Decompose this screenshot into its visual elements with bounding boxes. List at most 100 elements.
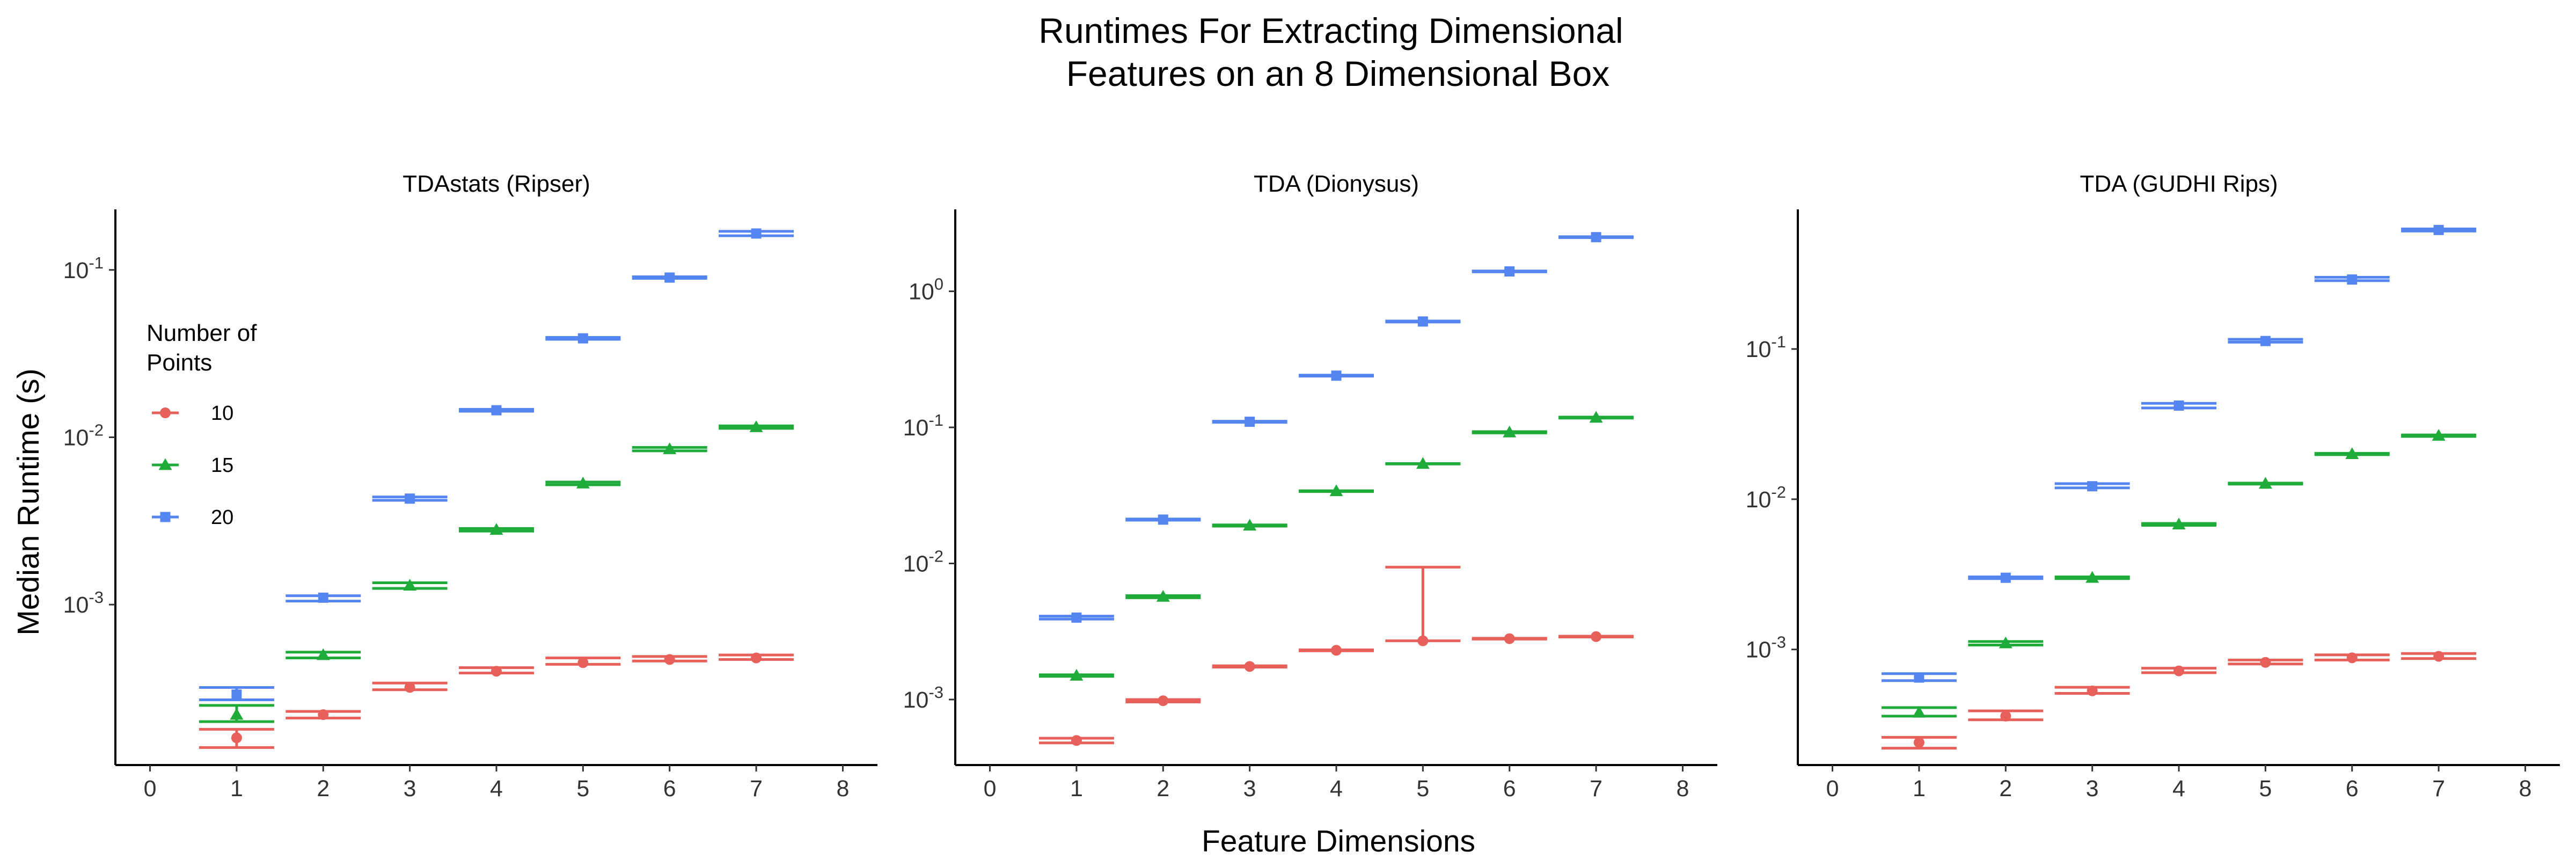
x-tick-label: 8	[2519, 776, 2531, 802]
panel-title: TDA (Dionysus)	[1254, 171, 1419, 197]
chart-title-line-1: Runtimes For Extracting Dimensional	[1038, 11, 1623, 50]
data-point	[231, 689, 242, 700]
data-point	[751, 652, 762, 664]
data-point	[318, 592, 328, 603]
data-point	[2260, 336, 2271, 346]
data-point	[1070, 668, 1084, 681]
x-tick-label: 3	[2086, 776, 2099, 802]
legend-key-marker	[160, 407, 171, 418]
panel-2: TDA (Dionysus) 0 1 2 3 4 5 6 7 8 10-3 10-2 10-1 100	[903, 171, 1717, 802]
data-point	[1071, 735, 1082, 746]
legend-label: 15	[211, 454, 233, 477]
data-point	[2258, 477, 2272, 489]
legend-item-20: 20	[152, 506, 233, 529]
data-point	[2085, 571, 2099, 583]
panel-title: TDA (GUDHI Rips)	[2080, 171, 2278, 197]
x-tick-label: 3	[404, 776, 416, 802]
panel-1: TDAstats (Ripser) 0 1 2 3 4 5 6 7 8 10-3 10-2 10-1	[63, 171, 877, 802]
data-point	[1416, 457, 1430, 469]
data-point	[1417, 635, 1429, 646]
data-point	[1503, 425, 1517, 438]
x-tick-label: 5	[576, 776, 589, 802]
data-point	[1158, 695, 1169, 707]
data-point	[2347, 274, 2358, 285]
legend-item-15: 15	[152, 454, 233, 477]
data-point	[577, 657, 589, 668]
data-point	[405, 493, 415, 504]
panel-3: TDA (GUDHI Rips) 0 1 2 3 4 5 6 7 8 10-3 10-2 10-1	[1746, 171, 2560, 802]
data-point	[404, 682, 415, 693]
x-tick-label: 5	[1416, 776, 1429, 802]
data-point	[664, 654, 675, 665]
series-20	[199, 228, 794, 701]
x-tick-label: 1	[1913, 776, 1926, 802]
data-point	[576, 476, 590, 489]
x-tick-label: 5	[2259, 776, 2272, 802]
series-10	[1038, 565, 1634, 746]
series-20	[1038, 232, 1634, 623]
data-point	[2433, 651, 2445, 662]
data-point	[1329, 484, 1343, 497]
data-point	[1504, 266, 1515, 277]
y-tick-label: 10-2	[63, 420, 104, 450]
y-tick-label: 10-3	[63, 588, 104, 618]
x-tick-label: 2	[1999, 776, 2012, 802]
x-tick-label: 8	[1676, 776, 1689, 802]
data-point	[577, 333, 588, 344]
data-point	[2433, 224, 2444, 235]
x-tick-label: 6	[2346, 776, 2359, 802]
data-point	[1591, 631, 1602, 642]
x-tick-label: 2	[1157, 776, 1169, 802]
data-point	[2000, 572, 2011, 583]
data-point	[2087, 481, 2098, 492]
data-point	[2172, 518, 2186, 530]
data-point	[231, 732, 242, 744]
y-tick-label: 10-2	[1746, 483, 1786, 513]
data-point	[1158, 514, 1168, 525]
data-point	[1243, 519, 1257, 531]
data-point	[2346, 652, 2358, 664]
data-point	[663, 442, 677, 454]
data-point	[1331, 370, 1342, 381]
data-point	[1999, 636, 2012, 649]
series-10	[199, 652, 794, 749]
data-point	[664, 272, 675, 283]
y-tick-label: 100	[909, 275, 943, 305]
y-tick-label: 10-3	[1746, 633, 1786, 663]
x-tick-label: 6	[1503, 776, 1516, 802]
data-point	[1589, 411, 1603, 423]
x-tick-label: 1	[1070, 776, 1083, 802]
legend-key-marker	[160, 512, 171, 522]
y-tick-label: 10-3	[903, 683, 943, 713]
x-tick-label: 4	[2172, 776, 2185, 802]
data-point	[1245, 417, 1255, 427]
x-tick-label: 0	[144, 776, 157, 802]
y-tick-label: 10-1	[63, 253, 104, 283]
series-10	[1881, 651, 2477, 750]
x-tick-label: 7	[1590, 776, 1602, 802]
x-tick-label: 3	[1243, 776, 1256, 802]
x-tick-label: 0	[984, 776, 997, 802]
data-point	[2260, 657, 2271, 668]
x-tick-label: 4	[490, 776, 503, 802]
data-point	[1591, 232, 1601, 243]
data-point	[489, 523, 503, 535]
data-point	[1331, 645, 1342, 656]
panels: TDAstats (Ripser)0 1 2 3 4 5 6 7 810-310-210-1TD…	[63, 171, 2560, 802]
legend-label: 20	[211, 506, 233, 529]
data-point	[1156, 589, 1170, 602]
data-point	[2174, 665, 2184, 676]
series-15	[1881, 428, 2477, 718]
data-point	[1071, 612, 1082, 623]
series-15	[199, 420, 794, 723]
data-point	[1244, 661, 1255, 672]
data-point	[1912, 705, 1926, 718]
x-tick-label: 8	[836, 776, 849, 802]
x-tick-label: 7	[2432, 776, 2445, 802]
y-tick-label: 10-1	[1746, 332, 1786, 362]
data-point	[316, 648, 330, 660]
chart-title: Runtimes For Extracting Dimensional Feat…	[1038, 11, 1623, 93]
x-tick-label: 1	[230, 776, 243, 802]
data-point	[1417, 316, 1428, 327]
